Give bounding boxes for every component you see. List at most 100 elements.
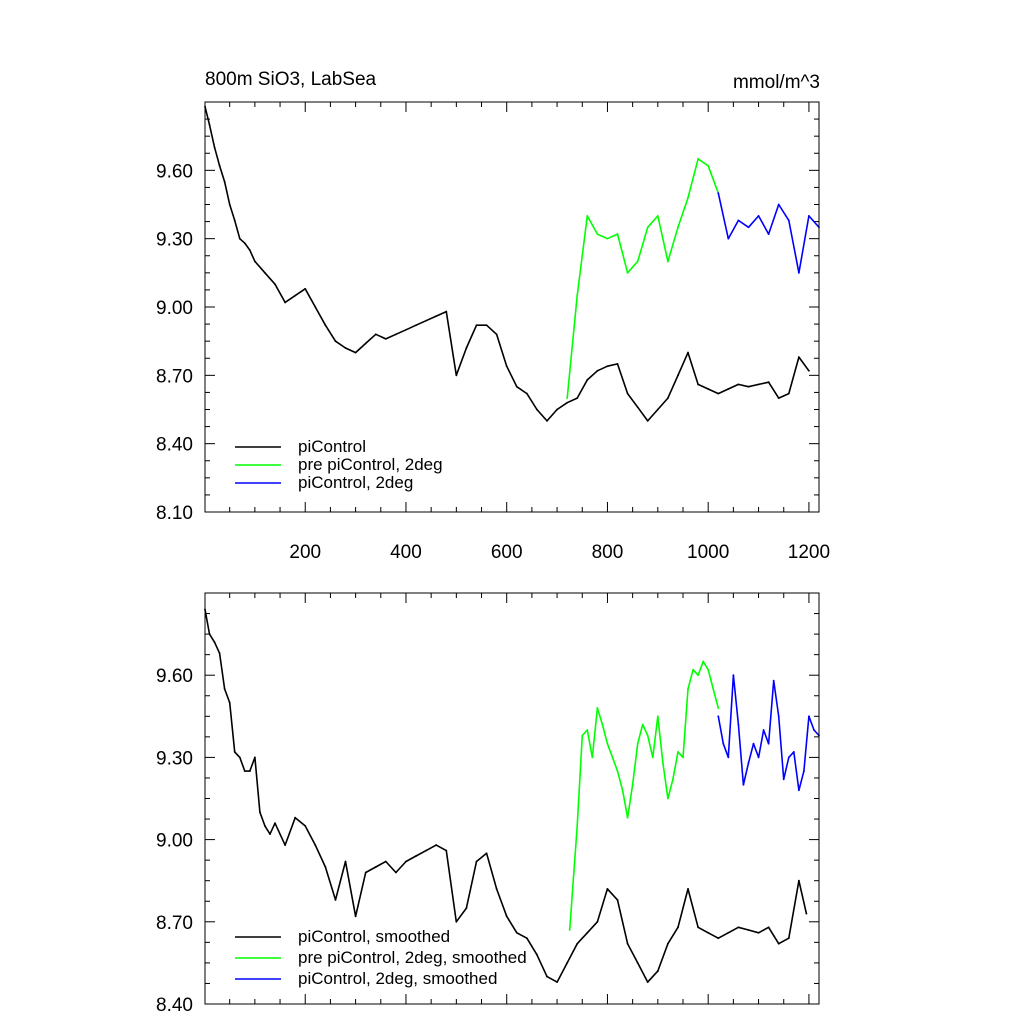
legend-label: pre piControl, 2deg — [298, 455, 443, 474]
data-point — [264, 825, 266, 827]
legend-label: pre piControl, 2deg, smoothed — [298, 948, 527, 967]
data-point — [626, 816, 629, 819]
data-point — [672, 778, 674, 781]
data-point — [757, 383, 760, 386]
data-point — [405, 860, 407, 863]
data-point — [707, 388, 710, 390]
series-line-0 — [204, 106, 810, 422]
data-point — [314, 844, 317, 846]
data-point — [651, 756, 654, 759]
data-point — [525, 392, 528, 395]
data-point — [233, 219, 236, 222]
legend-label: piControl — [298, 437, 366, 456]
data-point — [515, 385, 518, 388]
data-point — [586, 214, 589, 217]
data-point — [445, 310, 448, 313]
data-point — [646, 981, 649, 983]
data-point — [576, 825, 579, 827]
data-point — [797, 789, 800, 792]
data-point — [324, 324, 327, 327]
data-point — [304, 825, 307, 827]
data-point — [616, 770, 619, 772]
data-point — [485, 852, 488, 855]
data-point — [354, 351, 357, 354]
data-point — [248, 770, 251, 772]
data-point — [344, 347, 347, 349]
top-x-tick-labels: 200 400 600 800 1000 1200 — [289, 542, 830, 563]
data-point — [757, 214, 760, 217]
data-point — [787, 219, 790, 222]
data-point — [727, 388, 730, 390]
series-line-0 — [204, 609, 808, 983]
data-point — [253, 260, 256, 263]
data-point — [727, 756, 730, 759]
data-point — [415, 855, 417, 857]
data-point — [777, 715, 780, 718]
data-point — [777, 203, 780, 206]
data-point — [334, 898, 337, 901]
data-point — [259, 811, 261, 814]
data-point — [805, 912, 808, 915]
data-point — [374, 866, 377, 868]
data-point — [334, 340, 337, 343]
data-point — [677, 374, 679, 377]
legend-label: piControl, smoothed — [298, 927, 450, 946]
data-point — [601, 723, 604, 726]
data-point — [596, 707, 599, 709]
data-point — [243, 770, 246, 772]
data-point — [455, 374, 458, 377]
y-tick-label: 8.10 — [156, 503, 193, 524]
data-point — [576, 397, 579, 400]
y-tick-label: 9.30 — [156, 748, 193, 769]
data-point — [556, 981, 558, 983]
data-point — [697, 674, 700, 677]
chart-title-right: mmol/m^3 — [733, 72, 820, 93]
x-tick-label: 800 — [592, 542, 624, 563]
data-point — [792, 751, 795, 753]
data-point — [636, 962, 639, 964]
data-point — [546, 419, 548, 422]
data-point — [747, 929, 750, 931]
data-point — [702, 660, 705, 663]
data-point — [707, 164, 710, 167]
data-point — [596, 369, 599, 372]
data-point — [208, 633, 211, 635]
data-point — [631, 783, 634, 786]
data-point — [445, 849, 448, 852]
data-point — [742, 783, 745, 786]
data-point — [238, 237, 241, 240]
data-point — [687, 888, 689, 890]
data-point — [596, 920, 599, 923]
legend-label: piControl, 2deg, smoothed — [298, 969, 497, 988]
data-point — [218, 164, 221, 167]
y-tick-label: 9.60 — [156, 161, 193, 182]
data-point — [213, 146, 216, 149]
data-point — [344, 860, 347, 863]
data-point — [777, 942, 780, 945]
data-point — [253, 756, 256, 759]
data-point — [364, 871, 367, 874]
y-tick-label: 9.60 — [156, 666, 193, 687]
data-point — [435, 844, 438, 846]
data-point — [717, 192, 720, 195]
data-point — [294, 816, 297, 819]
data-point — [228, 203, 231, 206]
x-tick-label: 600 — [491, 542, 523, 563]
top-plot-frame — [204, 101, 820, 513]
data-point — [264, 271, 266, 274]
data-point — [697, 158, 700, 160]
data-point — [722, 742, 725, 745]
data-point — [767, 742, 770, 745]
data-point — [767, 926, 770, 929]
data-point — [808, 369, 810, 372]
data-point — [697, 926, 700, 929]
series-line-1 — [568, 660, 720, 931]
data-point — [717, 715, 720, 718]
data-point — [515, 931, 518, 934]
data-point — [767, 233, 770, 236]
y-tick-label: 8.70 — [156, 913, 193, 934]
series-line-2 — [717, 192, 820, 274]
data-point — [752, 742, 755, 745]
